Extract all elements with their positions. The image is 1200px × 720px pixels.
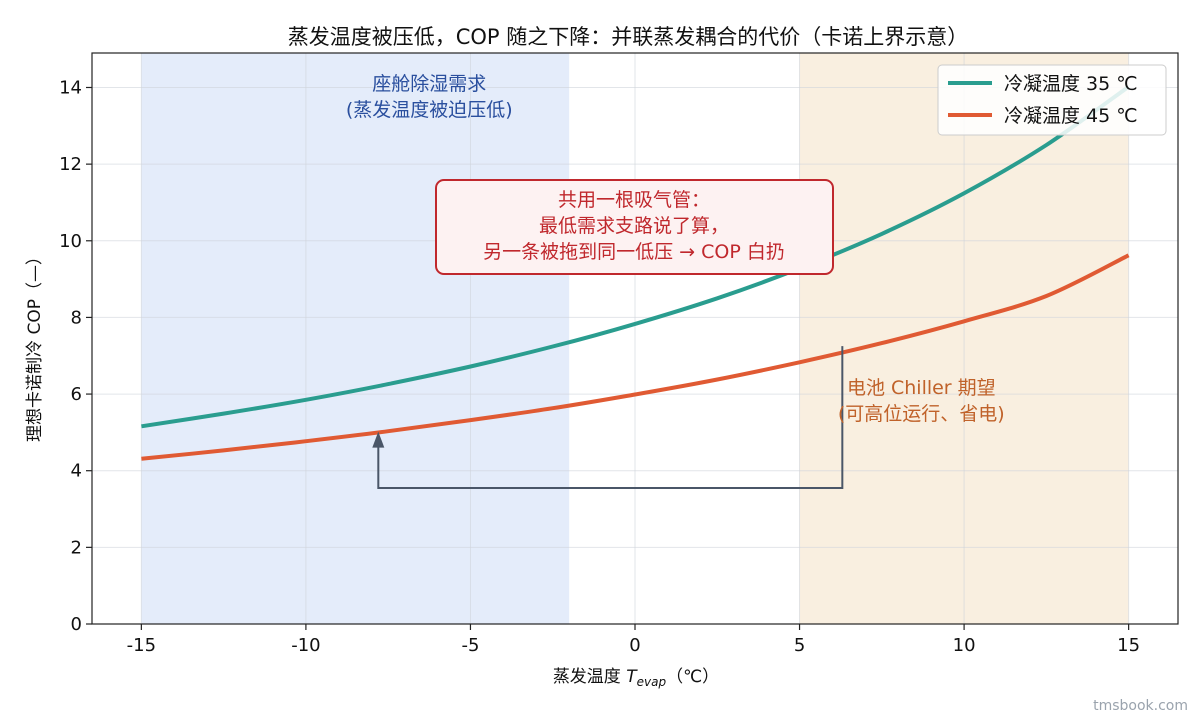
chart-title: 蒸发温度被压低，COP 随之下降：并联蒸发耦合的代价（卡诺上界示意）	[288, 25, 969, 49]
watermark: tmsbook.com	[1093, 698, 1188, 714]
x-tick-label-4: 5	[794, 635, 805, 656]
arrow-head	[372, 431, 385, 448]
x-tick-label-2: -5	[461, 635, 479, 656]
callout-line-0: 共用一根吸气管：	[558, 189, 710, 211]
band-label-0-0: 座舱除湿需求	[372, 73, 486, 95]
arrow-path	[377, 346, 844, 489]
callout-frame	[435, 179, 834, 275]
x-tick-label-0: -15	[127, 635, 156, 656]
legend-label-0: 冷凝温度 35 ℃	[1004, 73, 1138, 95]
band-label-1-0: 电池 Chiller 期望	[847, 377, 996, 399]
legend-label-1: 冷凝温度 45 ℃	[1004, 105, 1138, 127]
x-tick-label-6: 15	[1117, 635, 1140, 656]
legend-frame	[937, 64, 1167, 136]
x-tick-label-1: -10	[291, 635, 320, 656]
y-tick-label-7: 14	[59, 77, 82, 98]
band-labels: 座舱除湿需求 (蒸发温度被迫压低) 电池 Chiller 期望 (可高位运行、省电)	[346, 73, 1005, 425]
shaded-band-0	[141, 53, 570, 624]
band-label-0-1: (蒸发温度被迫压低)	[346, 99, 513, 121]
y-axis-label: 理想卡诺制冷 COP（—）	[25, 248, 45, 442]
y-tick-label-0: 0	[71, 614, 82, 635]
callout-line-2: 另一条被拖到同一低压 → COP 白扔	[483, 241, 785, 263]
callout-box: 共用一根吸气管： 最低需求支路说了算， 另一条被拖到同一低压 → COP 白扔	[435, 179, 834, 275]
y-tick-label-1: 2	[71, 537, 82, 558]
x-axis-label: 蒸发温度 Tevap（℃）	[553, 667, 719, 689]
band-label-1-1: (可高位运行、省电)	[838, 403, 1005, 425]
y-tick-label-6: 12	[59, 154, 82, 175]
axis-ticks: -15 -10 -5 0 5 10 15 0 2 4 6 8 10 12 14	[59, 77, 1140, 656]
x-tick-label-3: 0	[629, 635, 640, 656]
x-tick-label-5: 10	[953, 635, 976, 656]
series-line-1	[141, 253, 1130, 461]
y-tick-label-2: 4	[71, 461, 82, 482]
y-tick-label-5: 10	[59, 231, 82, 252]
series-lines	[141, 85, 1130, 461]
annotation-arrow	[372, 346, 844, 489]
legend: 冷凝温度 35 ℃ 冷凝温度 45 ℃	[937, 64, 1167, 136]
callout-line-1: 最低需求支路说了算，	[539, 215, 729, 237]
series-line-0	[141, 85, 1130, 429]
y-tick-label-3: 6	[71, 384, 82, 405]
y-tick-label-4: 8	[71, 307, 82, 328]
